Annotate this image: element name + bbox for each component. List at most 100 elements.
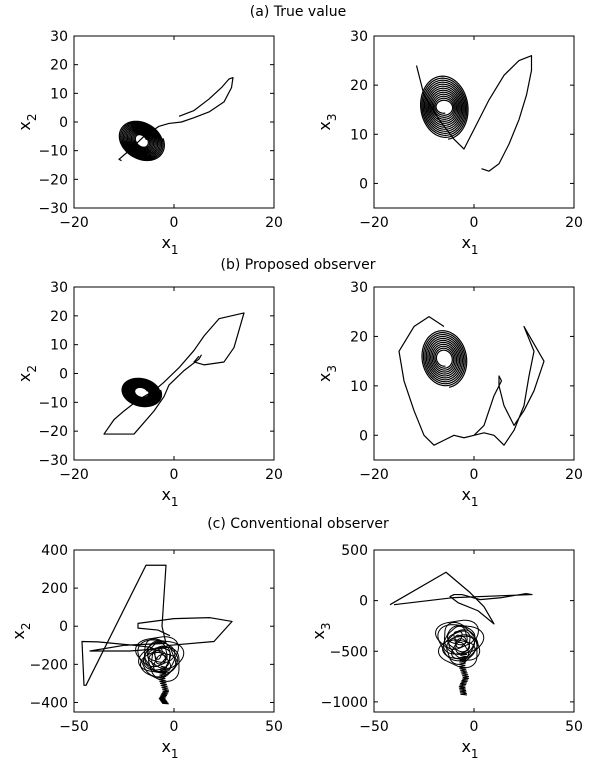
x-tick-label: −20 — [359, 215, 389, 231]
section-title-a: (a) True value — [249, 4, 347, 20]
x-axis-label-subscript: 1 — [471, 243, 479, 257]
x-axis-label: x1 — [461, 485, 478, 509]
y-tick-label: 0 — [59, 367, 68, 383]
y-tick-label: 400 — [41, 543, 68, 559]
attractor-spiral — [118, 120, 165, 162]
y-tick-label: 20 — [350, 78, 368, 94]
plot-frame — [373, 35, 575, 209]
x-tick-label: 0 — [170, 719, 179, 735]
x-axis-label: x1 — [461, 737, 478, 761]
y-axis-label: x2 — [9, 622, 33, 639]
x-axis-label: x1 — [161, 737, 178, 761]
trajectory-loop — [137, 639, 185, 678]
y-axis-label-subscript: 2 — [19, 622, 33, 630]
y-axis-label: x3 — [309, 622, 333, 639]
x-tick-label: −50 — [359, 719, 389, 735]
x-axis-label: x1 — [161, 485, 178, 509]
x-tick-label: −50 — [59, 719, 89, 735]
plot-frame — [373, 549, 575, 713]
y-tick-label: −30 — [38, 201, 68, 217]
trajectory-loop — [139, 646, 180, 682]
trajectory-line — [81, 564, 233, 686]
y-tick-label: 20 — [350, 329, 368, 345]
y-tick-label: −10 — [38, 395, 68, 411]
y-axis-label-main: x — [9, 630, 28, 639]
section-title-c: (c) Conventional observer — [207, 516, 389, 532]
trajectory-group — [81, 564, 233, 705]
x-tick-label: 0 — [170, 215, 179, 231]
x-tick-label: 20 — [565, 215, 583, 231]
trajectory-group — [103, 312, 245, 435]
y-axis-label-main: x — [15, 373, 34, 382]
trajectory-group — [398, 316, 545, 446]
y-axis-label: x2 — [15, 113, 39, 130]
y-axis-label: x3 — [315, 365, 339, 382]
trajectory-loop — [437, 624, 485, 662]
trajectory-loop — [442, 629, 481, 661]
y-tick-label: −200 — [30, 657, 68, 673]
y-tick-label: 10 — [50, 86, 68, 102]
y-axis-label: x2 — [15, 365, 39, 382]
x-axis-label-subscript: 1 — [171, 243, 179, 257]
trajectory-line — [398, 316, 545, 446]
plot-frame — [73, 549, 275, 713]
x-tick-label: 20 — [565, 467, 583, 483]
trajectory-line — [389, 571, 533, 625]
y-tick-label: −20 — [38, 172, 68, 188]
trajectory-loop — [437, 634, 478, 669]
x-axis-label-main: x — [161, 737, 170, 756]
y-tick-label: 30 — [50, 29, 68, 45]
y-tick-label: 10 — [50, 338, 68, 354]
trajectory-group — [389, 571, 533, 696]
y-tick-label: −500 — [330, 644, 368, 660]
trajectory-group — [118, 76, 234, 162]
section-title-b: (b) Proposed observer — [220, 257, 376, 273]
y-axis-label-main: x — [309, 630, 328, 639]
x-axis-label-subscript: 1 — [171, 495, 179, 509]
trajectory-loop — [435, 619, 479, 656]
trajectory-loop — [148, 651, 178, 679]
x-tick-label: 50 — [565, 719, 583, 735]
y-tick-label: −10 — [38, 144, 68, 160]
x-axis-label: x1 — [161, 233, 178, 257]
y-tick-label: 500 — [341, 543, 368, 559]
y-axis-label-subscript: 3 — [325, 113, 339, 121]
y-tick-label: 0 — [359, 176, 368, 192]
x-tick-label: −20 — [59, 215, 89, 231]
x-axis-label-subscript: 1 — [471, 495, 479, 509]
y-tick-label: 10 — [350, 379, 368, 395]
x-tick-label: 0 — [170, 467, 179, 483]
trajectory-loop — [448, 635, 476, 659]
trajectory-line — [103, 312, 245, 435]
x-tick-label: −20 — [359, 467, 389, 483]
x-axis-label-subscript: 1 — [171, 747, 179, 761]
y-tick-label: 0 — [359, 594, 368, 610]
trajectory-tail — [458, 652, 469, 696]
x-axis-label-main: x — [461, 233, 470, 252]
y-axis-label-main: x — [315, 373, 334, 382]
y-tick-label: −30 — [38, 453, 68, 469]
trajectory-loop — [146, 641, 168, 663]
trajectory-loop — [138, 641, 177, 674]
x-tick-label: 20 — [265, 467, 283, 483]
y-tick-label: 20 — [50, 309, 68, 325]
trajectory-group — [415, 55, 533, 172]
attractor-spiral — [421, 330, 468, 388]
trajectory-tail — [158, 665, 169, 705]
y-tick-label: 200 — [41, 581, 68, 597]
y-axis-label-subscript: 2 — [25, 365, 39, 373]
y-tick-label: 20 — [50, 58, 68, 74]
x-axis-label-main: x — [161, 233, 170, 252]
trajectory-loop — [135, 636, 179, 673]
y-tick-label: −20 — [38, 424, 68, 440]
y-tick-label: −400 — [30, 695, 68, 711]
attractor-spiral — [420, 75, 469, 140]
y-axis-label-main: x — [15, 121, 34, 130]
y-tick-label: −1000 — [321, 695, 368, 711]
x-tick-label: 50 — [265, 719, 283, 735]
